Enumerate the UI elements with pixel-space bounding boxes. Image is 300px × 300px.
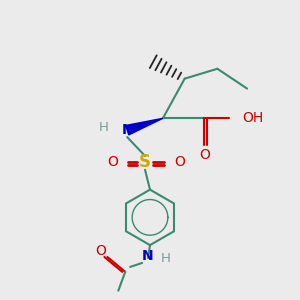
Text: S: S	[139, 153, 151, 171]
Text: O: O	[95, 244, 106, 258]
Text: N: N	[122, 123, 133, 137]
Text: H: H	[98, 121, 108, 134]
Text: O: O	[107, 155, 118, 169]
Text: OH: OH	[242, 111, 263, 125]
Text: H: H	[161, 253, 171, 266]
Text: O: O	[174, 155, 185, 169]
Text: N: N	[142, 249, 154, 263]
Polygon shape	[126, 118, 163, 135]
Text: O: O	[199, 148, 210, 162]
